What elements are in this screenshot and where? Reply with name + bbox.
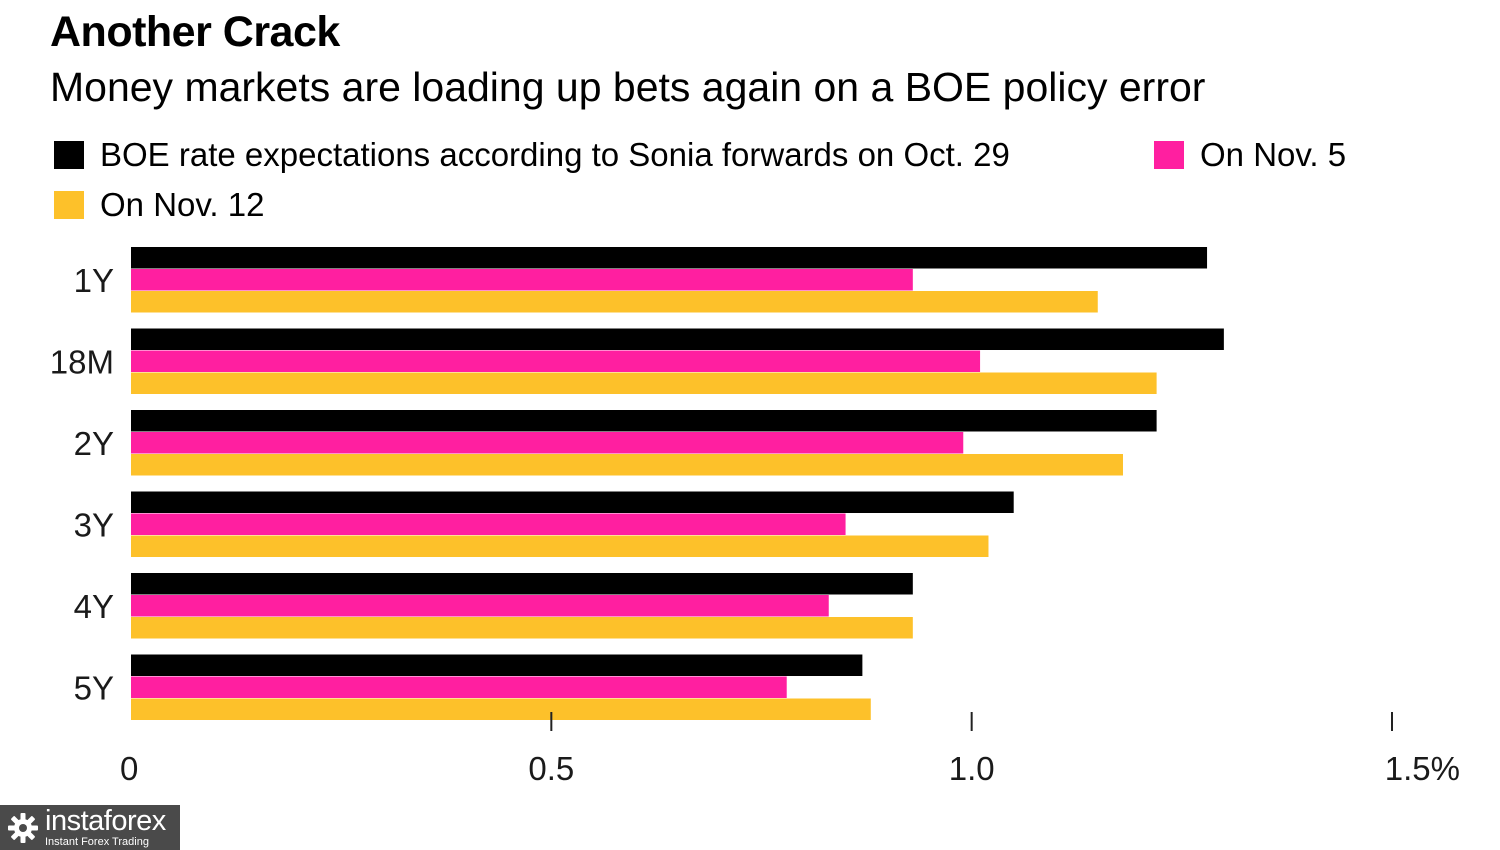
bar-3y-series-1 bbox=[131, 491, 1014, 513]
bar-3y-series-3 bbox=[131, 535, 989, 557]
legend-item-oct-29: BOE rate expectations according to Sonia… bbox=[54, 136, 1010, 174]
watermark-brand: instaforex bbox=[45, 805, 166, 837]
bar-5y-series-3 bbox=[131, 698, 871, 720]
bar-5y-series-2 bbox=[131, 676, 787, 698]
category-label-18m: 18M bbox=[50, 343, 114, 380]
bar-18m-series-3 bbox=[131, 372, 1157, 394]
x-tick-label-4: 1.5% bbox=[1385, 750, 1460, 787]
legend-label-nov-5: On Nov. 5 bbox=[1200, 136, 1347, 173]
watermark: instaforex Instant Forex Trading bbox=[0, 805, 180, 850]
x-tick-label-1: 0 bbox=[120, 750, 138, 787]
watermark-tagline: Instant Forex Trading bbox=[45, 836, 149, 848]
category-label-3y: 3Y bbox=[74, 506, 114, 543]
gear-logo-icon bbox=[8, 812, 38, 843]
category-label-5y: 5Y bbox=[74, 669, 114, 706]
bar-4y-series-1 bbox=[131, 573, 913, 595]
bar-1y-series-2 bbox=[131, 269, 913, 291]
legend-swatch-oct-29 bbox=[54, 141, 84, 169]
legend-label-oct-29: BOE rate expectations according to Sonia… bbox=[100, 136, 1010, 173]
bar-3y-series-2 bbox=[131, 513, 846, 535]
legend-item-nov-12: On Nov. 12 bbox=[54, 186, 264, 224]
legend-item-nov-5: On Nov. 5 bbox=[1154, 136, 1346, 174]
category-label-2y: 2Y bbox=[74, 425, 114, 462]
x-tick-label-2: 0.5 bbox=[528, 750, 574, 787]
bar-4y-series-2 bbox=[131, 595, 829, 617]
legend-label-nov-12: On Nov. 12 bbox=[100, 186, 265, 223]
bar-5y-series-1 bbox=[131, 654, 863, 676]
bar-2y-series-1 bbox=[131, 410, 1157, 432]
bar-2y-series-2 bbox=[131, 432, 964, 454]
bar-18m-series-1 bbox=[131, 328, 1224, 350]
bar-4y-series-3 bbox=[131, 617, 913, 639]
category-label-4y: 4Y bbox=[74, 588, 114, 625]
bar-1y-series-3 bbox=[131, 291, 1098, 313]
bar-18m-series-2 bbox=[131, 350, 981, 372]
x-tick-label-3: 1.0 bbox=[949, 750, 995, 787]
bar-1y-series-1 bbox=[131, 247, 1208, 269]
bar-2y-series-3 bbox=[131, 454, 1123, 476]
category-label-1y: 1Y bbox=[74, 262, 114, 299]
legend-swatch-nov-12 bbox=[54, 191, 84, 219]
chart-subtitle: Money markets are loading up bets again … bbox=[50, 64, 1206, 110]
legend-swatch-nov-5 bbox=[1154, 141, 1184, 169]
chart-title: Another Crack bbox=[50, 8, 340, 56]
